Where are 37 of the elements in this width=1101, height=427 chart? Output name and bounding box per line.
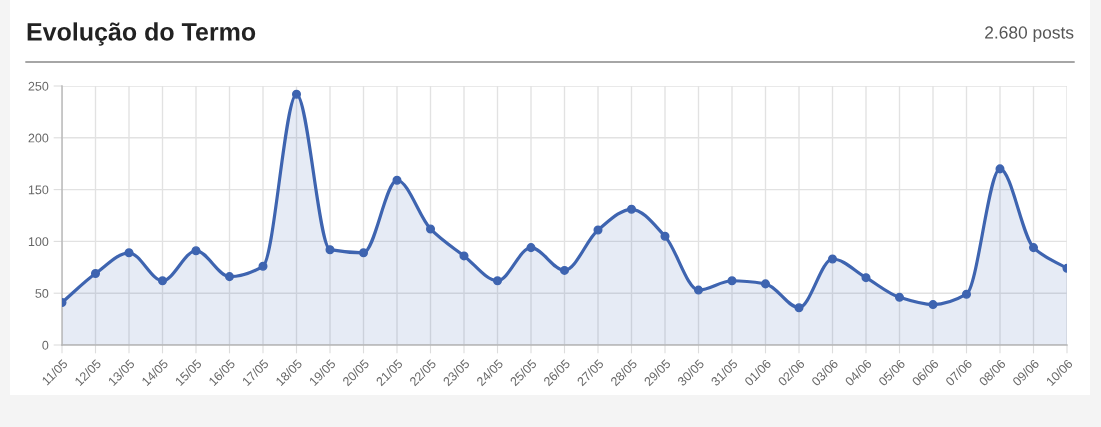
point	[995, 164, 1005, 174]
point	[961, 289, 972, 299]
point	[325, 245, 335, 255]
chart-title: Evolução do Termo	[27, 22, 256, 46]
point	[1028, 243, 1039, 253]
point	[459, 251, 469, 261]
point	[760, 279, 771, 289]
y-tick-label: 0	[42, 340, 49, 350]
point	[90, 269, 101, 279]
point	[626, 204, 637, 214]
point	[392, 175, 402, 185]
y-tick-label: 200	[28, 133, 49, 143]
point	[928, 300, 938, 310]
point	[224, 272, 235, 282]
point	[660, 231, 670, 241]
point	[693, 285, 704, 295]
point	[794, 303, 804, 313]
point	[559, 265, 570, 275]
point	[157, 276, 168, 286]
point	[258, 261, 268, 271]
y-tick-label: 50	[35, 289, 49, 298]
point	[124, 248, 134, 258]
y-tick-label: 100	[28, 237, 49, 247]
point	[358, 248, 369, 258]
point	[861, 273, 871, 283]
point	[526, 243, 536, 253]
point	[291, 89, 302, 99]
chart-subtitle: 2.680 posts	[985, 26, 1074, 43]
point	[827, 254, 838, 264]
point	[894, 292, 905, 302]
point	[593, 225, 603, 235]
point	[492, 276, 503, 286]
point	[425, 224, 436, 234]
y-tick-label: 250	[28, 81, 49, 91]
point	[727, 276, 737, 286]
point	[191, 246, 201, 256]
y-tick-label: 150	[28, 185, 49, 195]
